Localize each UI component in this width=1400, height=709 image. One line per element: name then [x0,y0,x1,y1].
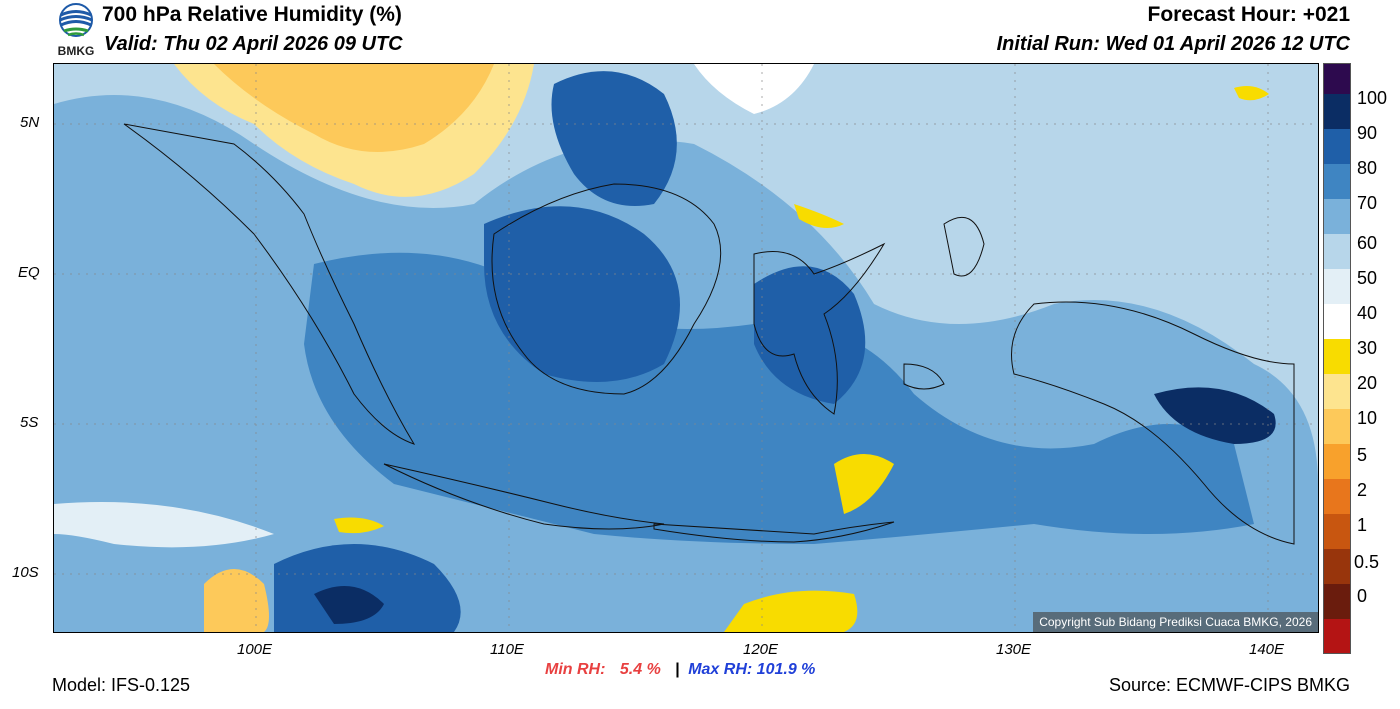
colorbar-swatch [1323,479,1351,514]
stats-separator: | [675,661,680,678]
colorbar-swatch [1323,409,1351,444]
humidity-map: Copyright Sub Bidang Prediksi Cuaca BMKG… [53,63,1319,633]
min-rh-value: 5.4 % [619,661,661,678]
colorbar-label: 60 [1357,233,1378,253]
colorbar-label: 20 [1357,373,1378,393]
rh-stats: Min RH: 5.4 % | Max RH: 101.9 % [545,661,815,679]
max-rh-value: 101.9 % [756,661,816,678]
colorbar-swatch [1323,129,1351,164]
bmkg-logo: BMKG [52,2,100,60]
lon-label-130e: 130E [996,641,1032,658]
colorbar-swatch [1323,514,1351,549]
colorbar-swatch [1323,269,1351,304]
lon-label-110e: 110E [490,641,524,658]
colorbar-label: 80 [1357,158,1378,178]
colorbar-swatch [1323,374,1351,409]
model-label: Model: IFS-0.125 [52,675,191,695]
max-rh-label: Max RH: [688,661,753,678]
colorbar-label: 0.5 [1354,552,1380,572]
valid-time: Valid: Thu 02 April 2026 09 UTC [104,33,403,55]
colorbar-label: 70 [1357,193,1378,213]
colorbar-label: 1 [1357,515,1368,535]
colorbar-label: 30 [1357,338,1378,358]
colorbar-label: 5 [1357,445,1368,465]
source-label: Source: ECMWF-CIPS BMKG [1108,675,1350,695]
bmkg-logo-icon [59,3,93,37]
lon-label-100e: 100E [237,641,273,658]
lat-label-5s: 5S [20,414,39,431]
lat-label-eq: EQ [18,264,40,281]
colorbar-swatch [1323,164,1351,199]
colorbar-swatch [1323,339,1351,374]
humidity-field [54,64,1318,632]
colorbar-swatch [1323,199,1351,234]
colorbar-label: 100 [1357,88,1388,108]
bmkg-logo-text: BMKG [57,44,95,58]
colorbar-swatch [1323,94,1351,129]
colorbar-swatch [1323,304,1351,339]
colorbar-swatch [1323,549,1351,584]
min-rh-label: Min RH: [545,661,606,678]
lat-label-5n: 5N [20,114,40,131]
colorbar-label: 40 [1357,303,1378,323]
colorbar-label: 10 [1357,408,1378,428]
lon-label-120e: 120E [743,641,779,658]
lat-label-10s: 10S [12,564,39,581]
colorbar-label: 50 [1357,268,1378,288]
colorbar-label: 2 [1357,480,1368,500]
colorbar-label: 90 [1357,123,1378,143]
colorbar-label: 0 [1357,586,1368,606]
colorbar-swatch [1323,63,1351,94]
colorbar-swatch [1323,584,1351,619]
colorbar [1323,63,1351,654]
initial-run: Initial Run: Wed 01 April 2026 12 UTC [996,33,1350,55]
colorbar-swatch [1323,619,1351,654]
colorbar-swatch [1323,234,1351,269]
map-title: 700 hPa Relative Humidity (%) [102,3,402,26]
colorbar-swatch [1323,444,1351,479]
copyright-notice: Copyright Sub Bidang Prediksi Cuaca BMKG… [1033,612,1318,632]
forecast-hour: Forecast Hour: +021 [1147,3,1351,26]
lon-label-140e: 140E [1249,641,1285,658]
